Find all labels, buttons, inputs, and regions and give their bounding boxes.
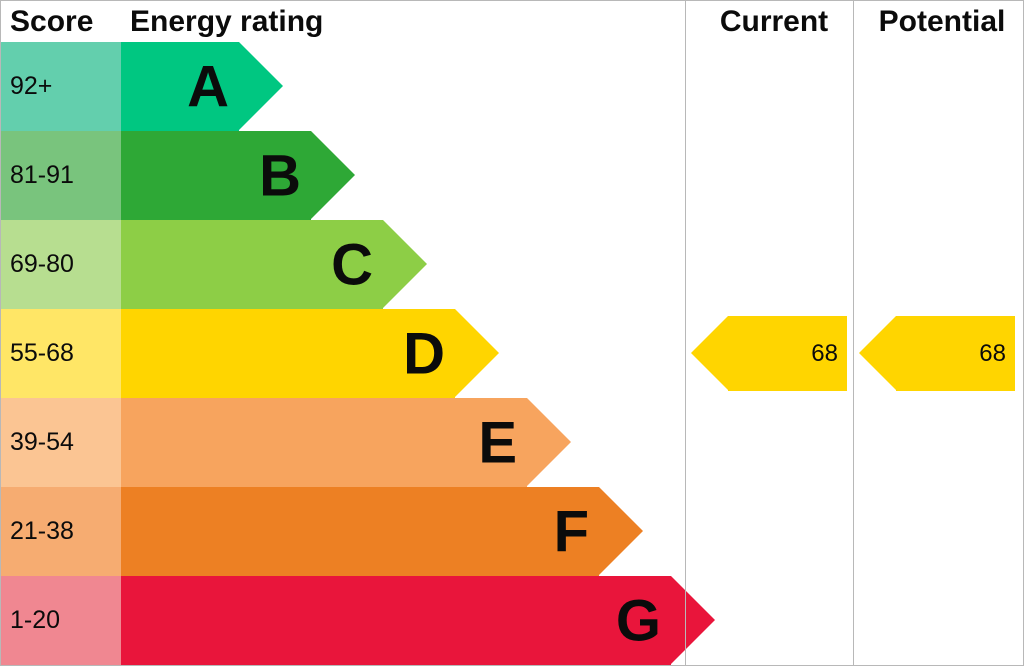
rating-row-e: 39-54 E <box>1 398 1023 487</box>
rating-letter-e: E <box>478 409 517 476</box>
rating-row-a: 92+ A <box>1 42 1023 131</box>
header-current: Current <box>685 1 853 42</box>
pointer-current-value: 68 <box>728 316 847 391</box>
rating-letter-g: G <box>616 587 661 654</box>
rating-bar-e: E <box>121 398 527 487</box>
rating-bar-head-g-icon <box>671 576 715 664</box>
epc-chart: Score Energy rating Current Potential 92… <box>0 0 1024 666</box>
rating-bar-d: D <box>121 309 455 398</box>
score-label-b: 81-91 <box>1 131 121 220</box>
rating-bar-head-e-icon <box>527 398 571 486</box>
rating-row-c: 69-80 C <box>1 220 1023 309</box>
rating-bar-head-b-icon <box>311 131 355 219</box>
pointer-potential-head-icon <box>859 316 896 390</box>
rating-bar-b: B <box>121 131 311 220</box>
score-label-e: 39-54 <box>1 398 121 487</box>
header-score: Score <box>1 1 121 42</box>
pointer-current: 68 <box>691 316 847 391</box>
rating-row-b: 81-91 B <box>1 131 1023 220</box>
pointer-current-head-icon <box>691 316 728 390</box>
rating-bar-head-d-icon <box>455 309 499 397</box>
rating-bar-head-c-icon <box>383 220 427 308</box>
rating-bar-c: C <box>121 220 383 309</box>
score-label-a: 92+ <box>1 42 121 131</box>
score-label-g: 1-20 <box>1 576 121 665</box>
rating-letter-c: C <box>331 231 373 298</box>
header-row: Score Energy rating Current Potential <box>1 1 1023 42</box>
rating-bar-a: A <box>121 42 239 131</box>
divider-potential <box>853 42 854 665</box>
score-label-c: 69-80 <box>1 220 121 309</box>
rating-bar-f: F <box>121 487 599 576</box>
rating-letter-b: B <box>259 142 301 209</box>
header-rating: Energy rating <box>121 1 685 42</box>
rating-row-f: 21-38 F <box>1 487 1023 576</box>
score-label-d: 55-68 <box>1 309 121 398</box>
pointer-potential: 68 <box>859 316 1015 391</box>
pointer-potential-value: 68 <box>896 316 1015 391</box>
rating-letter-d: D <box>403 320 445 387</box>
rating-letter-f: F <box>554 498 589 565</box>
header-potential: Potential <box>853 1 1021 42</box>
score-label-f: 21-38 <box>1 487 121 576</box>
rating-bar-head-a-icon <box>239 42 283 130</box>
rating-letter-a: A <box>187 53 229 120</box>
rating-bar-head-f-icon <box>599 487 643 575</box>
rating-bar-g: G <box>121 576 671 665</box>
rating-row-g: 1-20 G <box>1 576 1023 665</box>
divider-current <box>685 42 686 665</box>
